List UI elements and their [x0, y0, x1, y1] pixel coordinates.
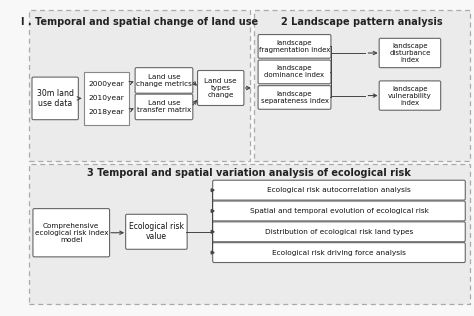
Text: 30m land
use data: 30m land use data [36, 89, 73, 108]
Text: 2 Landscape pattern analysis: 2 Landscape pattern analysis [281, 17, 443, 27]
Bar [254, 10, 470, 161]
Text: 3 Temporal and spatial variation analysis of ecological risk: 3 Temporal and spatial variation analysi… [87, 168, 411, 179]
FancyBboxPatch shape [33, 209, 109, 257]
Text: Land use
change metrics: Land use change metrics [136, 74, 192, 87]
Text: Ecological risk driving force analysis: Ecological risk driving force analysis [272, 250, 406, 256]
Text: landscape
dominance index: landscape dominance index [264, 65, 325, 78]
Text: landscape
disturbance
index: landscape disturbance index [389, 43, 430, 63]
Polygon shape [211, 251, 214, 254]
FancyBboxPatch shape [135, 94, 193, 120]
Text: 2000year

2010year

2018year: 2000year 2010year 2018year [89, 82, 125, 115]
FancyBboxPatch shape [258, 86, 331, 109]
FancyBboxPatch shape [258, 34, 331, 58]
Text: landscape
separateness index: landscape separateness index [261, 91, 328, 104]
FancyBboxPatch shape [213, 201, 465, 221]
Text: Comprehensive
ecological risk index
model: Comprehensive ecological risk index mode… [35, 223, 108, 243]
FancyBboxPatch shape [258, 60, 331, 84]
Text: landscape
fragmentation index: landscape fragmentation index [259, 40, 330, 53]
Text: Ecological risk
value: Ecological risk value [129, 222, 184, 241]
Text: Land use
transfer matrix: Land use transfer matrix [137, 100, 191, 113]
FancyBboxPatch shape [213, 180, 465, 200]
FancyBboxPatch shape [198, 70, 244, 106]
Bar [29, 164, 470, 304]
FancyBboxPatch shape [379, 81, 441, 110]
Polygon shape [211, 230, 214, 233]
FancyBboxPatch shape [126, 214, 187, 249]
Bar [84, 72, 129, 125]
FancyBboxPatch shape [213, 222, 465, 242]
Text: Spatial and temporal evolution of ecological risk: Spatial and temporal evolution of ecolog… [249, 208, 428, 214]
Text: Ecological risk autocorrelation analysis: Ecological risk autocorrelation analysis [267, 187, 411, 193]
Text: Distribution of ecological risk land types: Distribution of ecological risk land typ… [265, 229, 413, 235]
Polygon shape [211, 189, 214, 191]
FancyBboxPatch shape [135, 68, 193, 93]
Text: Land use
types
change: Land use types change [204, 78, 237, 98]
Text: landscape
vulnerability
index: landscape vulnerability index [388, 86, 432, 106]
Text: I . Temporal and spatial change of land use: I . Temporal and spatial change of land … [21, 17, 258, 27]
FancyBboxPatch shape [213, 243, 465, 263]
FancyBboxPatch shape [32, 77, 78, 120]
FancyBboxPatch shape [379, 38, 441, 68]
Bar [29, 10, 250, 161]
Polygon shape [211, 210, 214, 212]
